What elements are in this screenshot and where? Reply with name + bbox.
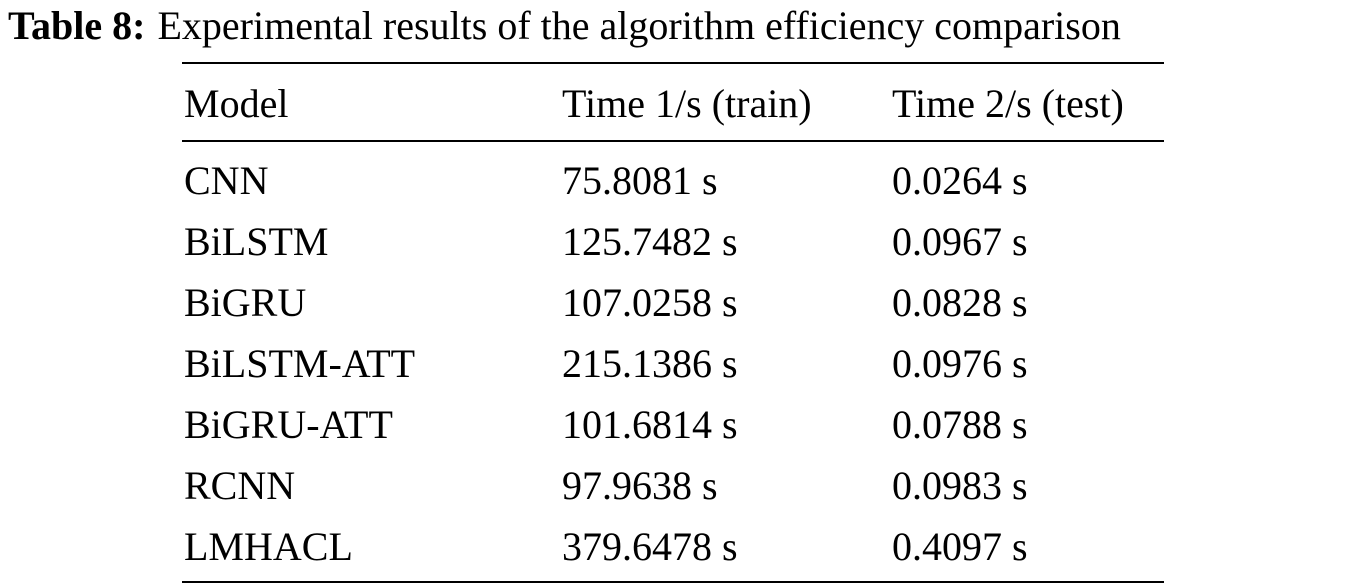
table-row: BiLSTM-ATT 215.1386 s 0.0976 s bbox=[182, 333, 1164, 394]
train-time: 215.1386 s bbox=[562, 341, 738, 386]
header-model: Model bbox=[184, 81, 289, 126]
table-row: LMHACL 379.6478 s 0.4097 s bbox=[182, 516, 1164, 577]
table-caption: Table 8: Experimental results of the algo… bbox=[8, 0, 1121, 52]
model-name: BiGRU-ATT bbox=[184, 402, 393, 447]
header-time-train: Time 1/s (train) bbox=[562, 81, 812, 126]
top-rule bbox=[182, 62, 1164, 64]
model-name: BiLSTM bbox=[184, 219, 329, 264]
model-name: LMHACL bbox=[184, 524, 353, 569]
header-row: Model Time 1/s (train) Time 2/s (test) bbox=[182, 64, 1164, 140]
train-time: 101.6814 s bbox=[562, 402, 738, 447]
bottom-rule bbox=[182, 581, 1164, 583]
model-name: BiGRU bbox=[184, 280, 307, 325]
test-time: 0.0967 s bbox=[892, 219, 1028, 264]
table-row: CNN 75.8081 s 0.0264 s bbox=[182, 150, 1164, 211]
table-caption-text: Experimental results of the algorithm ef… bbox=[157, 3, 1121, 48]
mid-rule bbox=[182, 140, 1164, 142]
test-time: 0.0828 s bbox=[892, 280, 1028, 325]
table-row: BiGRU 107.0258 s 0.0828 s bbox=[182, 272, 1164, 333]
table-caption-label: Table 8: bbox=[8, 3, 146, 48]
table-row: RCNN 97.9638 s 0.0983 s bbox=[182, 455, 1164, 516]
table-row: BiLSTM 125.7482 s 0.0967 s bbox=[182, 211, 1164, 272]
model-name: CNN bbox=[184, 158, 269, 203]
test-time: 0.0983 s bbox=[892, 463, 1028, 508]
efficiency-table: Model Time 1/s (train) Time 2/s (test) C… bbox=[182, 62, 1164, 583]
model-name: BiLSTM-ATT bbox=[184, 341, 416, 386]
table-row: BiGRU-ATT 101.6814 s 0.0788 s bbox=[182, 394, 1164, 455]
train-time: 107.0258 s bbox=[562, 280, 738, 325]
test-time: 0.4097 s bbox=[892, 524, 1028, 569]
train-time: 75.8081 s bbox=[562, 158, 718, 203]
train-time: 125.7482 s bbox=[562, 219, 738, 264]
test-time: 0.0976 s bbox=[892, 341, 1028, 386]
header-time-test: Time 2/s (test) bbox=[892, 81, 1124, 126]
train-time: 379.6478 s bbox=[562, 524, 738, 569]
test-time: 0.0788 s bbox=[892, 402, 1028, 447]
train-time: 97.9638 s bbox=[562, 463, 718, 508]
test-time: 0.0264 s bbox=[892, 158, 1028, 203]
model-name: RCNN bbox=[184, 463, 296, 508]
